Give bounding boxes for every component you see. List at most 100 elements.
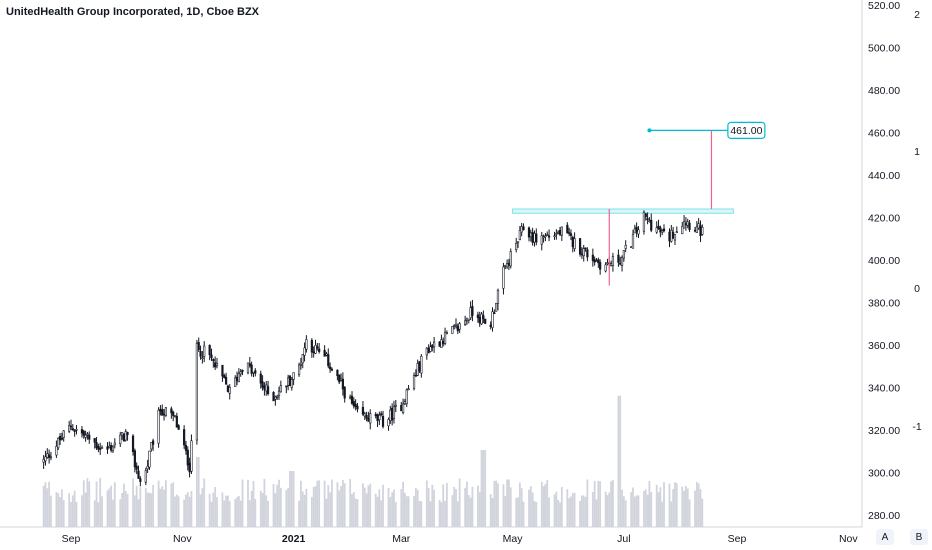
- candle: [456, 323, 459, 335]
- candle-body: [120, 432, 124, 437]
- candle-body: [276, 395, 279, 398]
- volume-bar: [367, 485, 370, 527]
- candle-body: [292, 372, 295, 380]
- candle-body: [471, 306, 474, 316]
- candle-body: [578, 238, 582, 255]
- candle: [224, 372, 228, 385]
- candle: [261, 375, 264, 391]
- volume-bar: [276, 484, 279, 527]
- candle: [329, 362, 332, 373]
- candle: [113, 438, 116, 449]
- candle: [343, 386, 346, 403]
- candle-body: [124, 431, 127, 441]
- candle-body: [584, 247, 587, 250]
- candle-body: [546, 234, 549, 236]
- candle-body: [440, 339, 443, 348]
- candle-body: [84, 434, 87, 438]
- volume-bar: [489, 494, 492, 527]
- candle-body: [210, 354, 213, 359]
- candle: [210, 348, 213, 361]
- candle-body: [208, 344, 211, 356]
- volume-bar: [241, 479, 244, 527]
- candle-body: [343, 386, 346, 399]
- volume-bar: [59, 496, 61, 527]
- candle-body: [597, 259, 600, 264]
- candle: [555, 229, 558, 240]
- candle: [465, 317, 469, 325]
- auto-scale-button[interactable]: A: [876, 529, 894, 545]
- volume-bar: [389, 497, 392, 527]
- candle-body: [604, 264, 607, 272]
- candle-body: [557, 231, 560, 234]
- volume-bar: [139, 487, 142, 527]
- candle: [568, 227, 571, 237]
- candle: [661, 229, 664, 236]
- volume-bar: [608, 492, 611, 527]
- volume-bar: [683, 490, 685, 527]
- candle: [553, 231, 556, 240]
- volume-bar: [279, 487, 282, 527]
- candle: [557, 230, 560, 235]
- candle-body: [380, 413, 383, 416]
- candle-body: [88, 434, 91, 440]
- candle-body: [489, 324, 492, 327]
- volume-bar: [688, 499, 691, 527]
- candle: [71, 424, 74, 431]
- volume-bar: [657, 492, 660, 527]
- candle-body: [392, 406, 396, 419]
- volume-bar: [681, 486, 684, 527]
- candle-body: [535, 233, 538, 243]
- price-axis[interactable]: 280.00 300.00 320.00 340.00 360.00 380.00 400.…: [861, 0, 900, 527]
- candle: [400, 401, 403, 412]
- volume-bar: [113, 482, 116, 527]
- volume-bar: [148, 492, 151, 527]
- volume-bar: [425, 480, 428, 527]
- y-tick-label: 360.00: [868, 340, 900, 352]
- candle-body: [223, 375, 226, 378]
- candle: [673, 234, 677, 245]
- volume-bar: [132, 478, 134, 527]
- candle-body: [699, 225, 702, 237]
- candle: [476, 311, 479, 323]
- candle: [478, 311, 481, 327]
- volume-bar: [506, 479, 508, 527]
- volume-bar: [531, 492, 534, 527]
- candle: [58, 433, 62, 446]
- candle-body: [458, 323, 461, 330]
- candle-body: [108, 445, 111, 448]
- x-tick-label: Sep: [728, 533, 747, 545]
- volume-bar: [261, 492, 264, 527]
- volume-bar: [393, 489, 395, 527]
- volume-bar: [212, 492, 215, 527]
- candle-body: [443, 331, 447, 344]
- volume-bar: [201, 488, 204, 527]
- candle: [569, 229, 573, 241]
- candle: [566, 222, 569, 234]
- candle: [558, 226, 562, 237]
- candle: [305, 335, 308, 353]
- volume-bar: [254, 498, 257, 527]
- candle-body: [650, 219, 653, 231]
- volume-bar: [694, 490, 696, 527]
- candle: [341, 372, 344, 396]
- time-axis[interactable]: Sep Nov 2021 Mar May Jul Sep Nov: [0, 526, 862, 545]
- volume-bar: [365, 493, 368, 527]
- volume-bar: [106, 490, 109, 527]
- candle: [265, 380, 268, 396]
- volume-bar: [429, 501, 432, 527]
- candle: [131, 434, 135, 456]
- candle-body: [464, 320, 467, 325]
- candle-body: [695, 226, 698, 233]
- candle: [49, 451, 53, 461]
- volume-bar: [135, 485, 138, 527]
- candle-body: [672, 231, 675, 239]
- drawings-layer[interactable]: 461.00: [608, 121, 766, 286]
- b-button[interactable]: B: [910, 529, 928, 545]
- volume-bar: [612, 480, 614, 527]
- volume-bar: [352, 492, 355, 527]
- candle-body: [135, 465, 138, 470]
- candle: [122, 433, 126, 442]
- volume-bar: [376, 496, 379, 527]
- candle-body: [354, 403, 357, 408]
- candle: [197, 337, 200, 352]
